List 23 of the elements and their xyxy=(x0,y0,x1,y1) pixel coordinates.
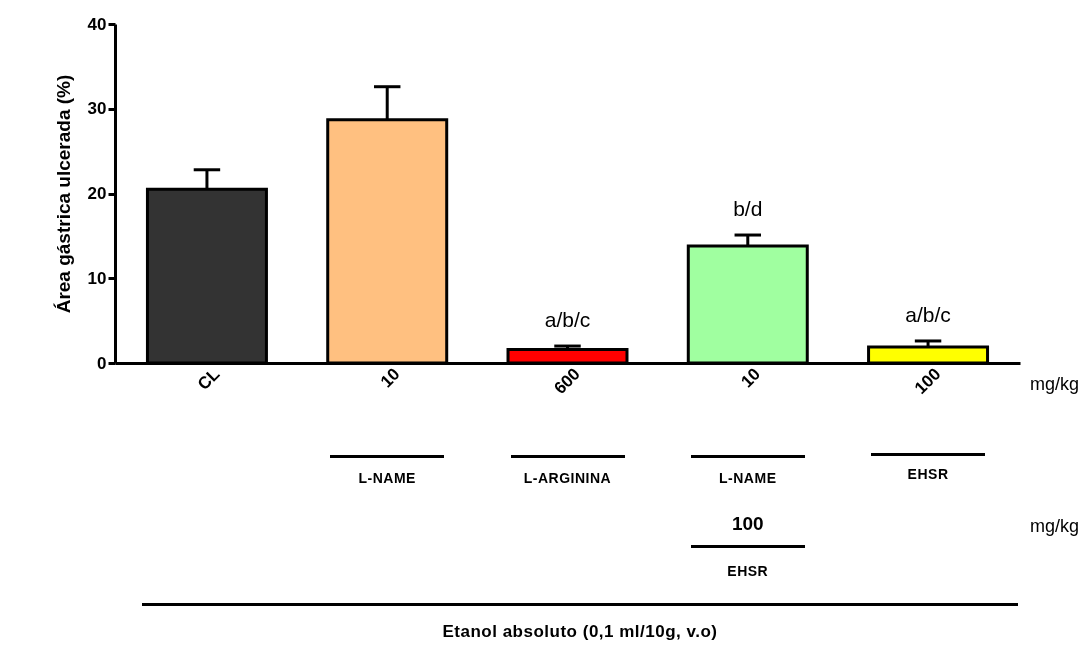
text: Etanol absoluto (0,1 ml/10g, v.o) xyxy=(442,622,718,642)
text: mg/kg xyxy=(1030,516,1080,537)
annotation: a/b/c xyxy=(905,302,951,327)
annotation: b/d xyxy=(733,197,763,222)
y-axis-title: Área gástrica ulcerada (%) xyxy=(52,74,74,314)
y-tick-label: 30 xyxy=(87,99,107,119)
text: EHSR xyxy=(907,466,949,482)
y-tick-label: 0 xyxy=(97,353,107,373)
text: EHSR xyxy=(727,563,769,579)
text: L-ARGININA xyxy=(523,470,612,486)
x-tick-label: CL xyxy=(193,364,224,394)
text: mg/kg xyxy=(1030,374,1080,395)
text: L-NAME xyxy=(719,470,777,486)
y-tick-label: 10 xyxy=(87,268,107,288)
annotation: a/b/c xyxy=(544,308,591,333)
x-tick-label: 10 xyxy=(376,364,404,392)
text: 100 xyxy=(731,513,764,535)
x-tick-label: 10 xyxy=(737,364,765,392)
y-tick-label: 40 xyxy=(87,14,107,34)
x-tick-label: 600 xyxy=(550,364,584,398)
text: L-NAME xyxy=(358,470,416,486)
x-tick-label: 100 xyxy=(910,364,945,398)
y-tick-label: 20 xyxy=(87,184,107,203)
